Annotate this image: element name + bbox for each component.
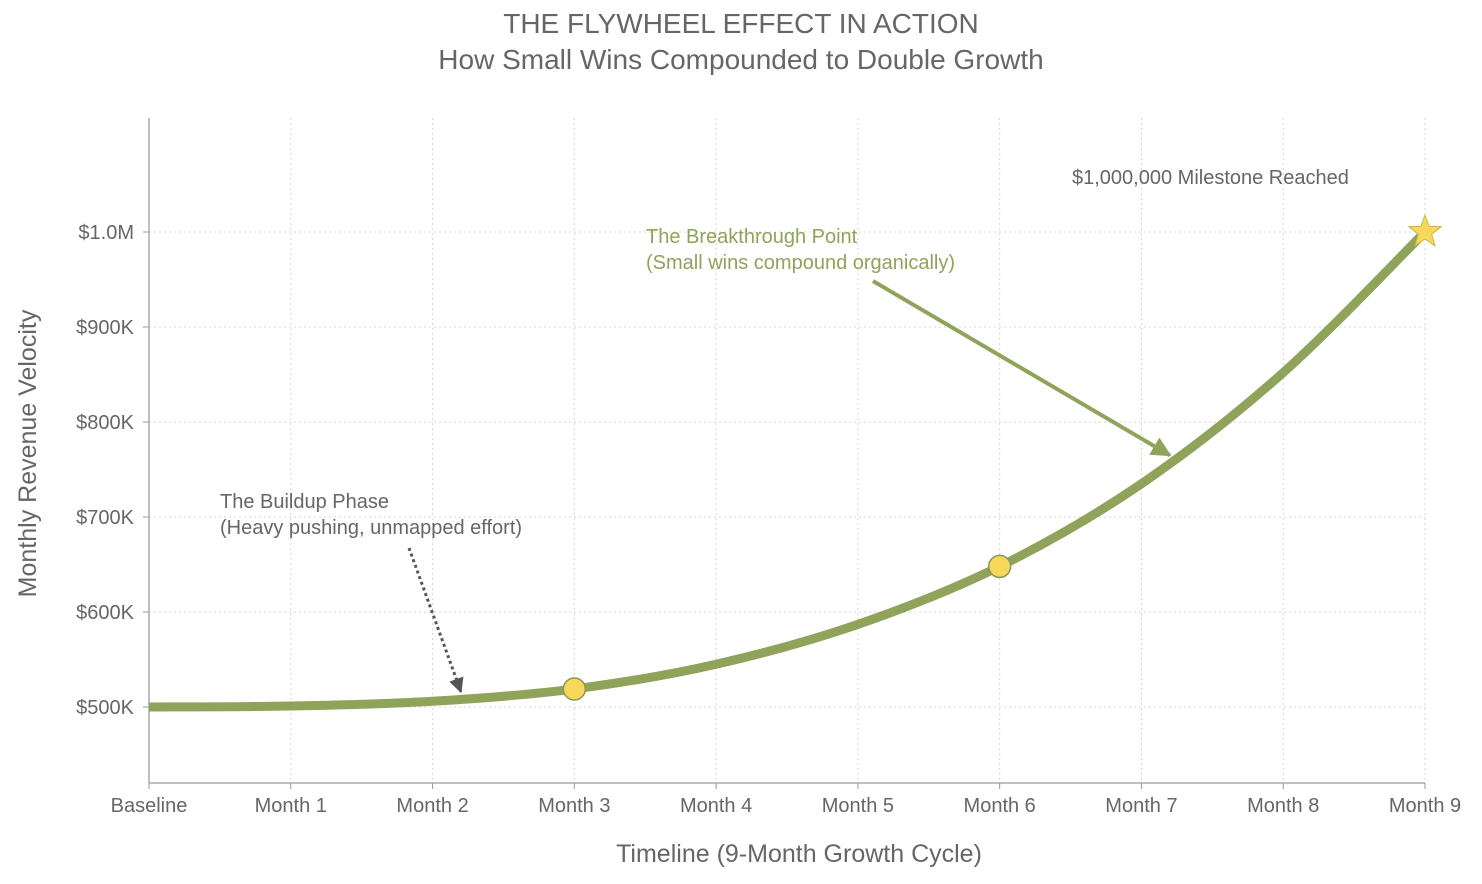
x-tick-label: Month 2 bbox=[396, 795, 468, 817]
x-tick-label: Month 5 bbox=[822, 795, 894, 817]
annotation-buildup-text: (Heavy pushing, unmapped effort) bbox=[220, 517, 522, 539]
y-tick-label: $900K bbox=[76, 317, 134, 339]
annotation-breakthrough-text: (Small wins compound organically) bbox=[646, 252, 955, 274]
series-line bbox=[148, 228, 1429, 712]
chart-title: THE FLYWHEEL EFFECT IN ACTION bbox=[503, 8, 979, 39]
x-tick-label: Month 4 bbox=[680, 795, 752, 817]
y-tick-label: $1.0M bbox=[78, 222, 134, 244]
x-tick-label: Month 9 bbox=[1389, 795, 1461, 817]
x-tick-label: Month 8 bbox=[1247, 795, 1319, 817]
milestone-point bbox=[562, 677, 587, 701]
y-tick-label: $600K bbox=[76, 602, 134, 624]
x-tick-label: Month 3 bbox=[538, 795, 610, 817]
milestone-star bbox=[1407, 213, 1443, 247]
y-tick-label: $700K bbox=[76, 507, 134, 529]
annotation-breakthrough-text: The Breakthrough Point bbox=[646, 226, 858, 248]
x-tick-label: Month 6 bbox=[964, 795, 1036, 817]
x-axis-title: Timeline (9-Month Growth Cycle) bbox=[616, 840, 982, 868]
x-tick-label: Baseline bbox=[111, 795, 188, 817]
y-tick-label: $500K bbox=[76, 697, 134, 719]
x-tick-label: Month 1 bbox=[255, 795, 327, 817]
y-axis-title: Monthly Revenue Velocity bbox=[14, 309, 42, 597]
annotation-milestone-text: $1,000,000 Milestone Reached bbox=[1072, 167, 1349, 189]
chart-subtitle: How Small Wins Compounded to Double Grow… bbox=[438, 44, 1044, 75]
annotation-breakthrough-arrow bbox=[871, 279, 1172, 457]
x-tick-label: Month 7 bbox=[1105, 795, 1177, 817]
annotation-buildup-text: The Buildup Phase bbox=[220, 491, 389, 513]
y-tick-label: $800K bbox=[76, 412, 134, 434]
milestone-point bbox=[987, 554, 1012, 579]
annotation-buildup-arrow bbox=[407, 547, 464, 694]
